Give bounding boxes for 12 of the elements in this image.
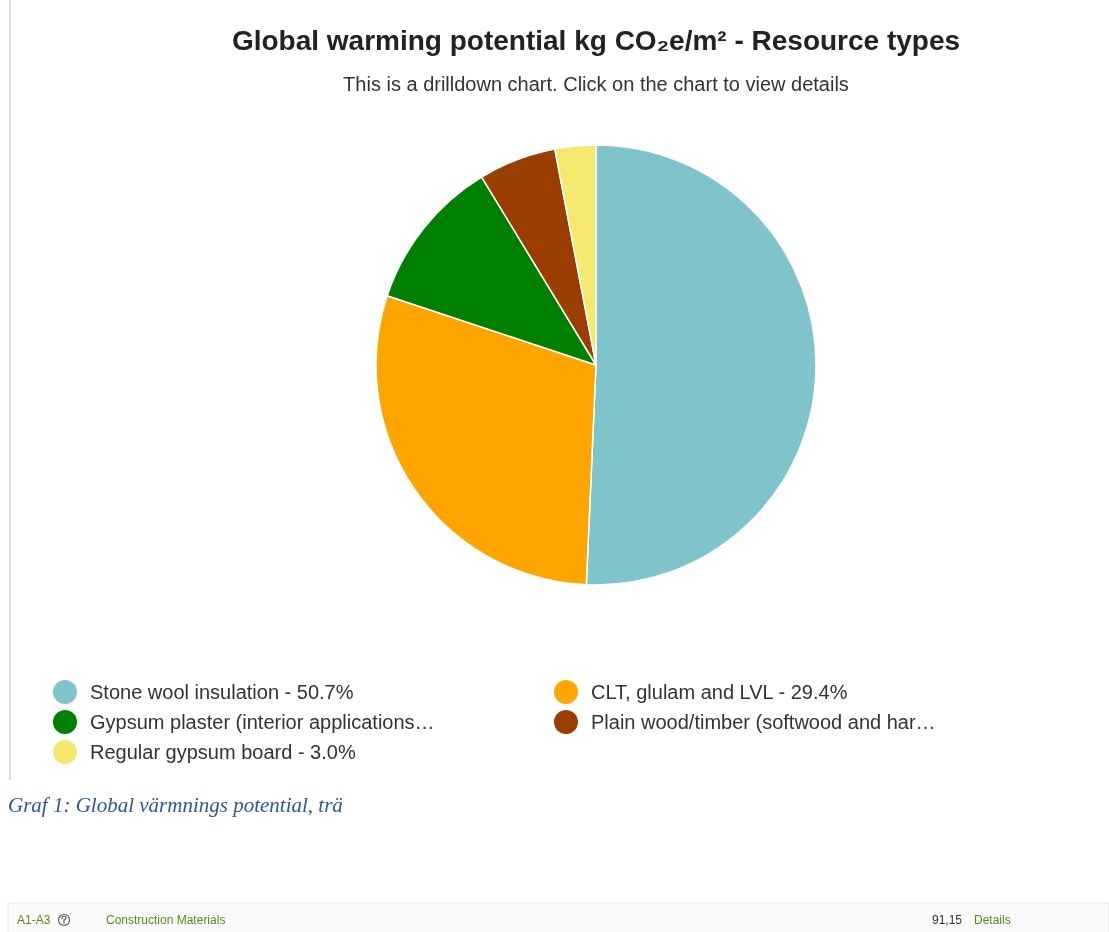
legend-label: Regular gypsum board - 3.0% — [90, 741, 356, 763]
legend-label: Plain wood/timber (softwood and har… — [591, 711, 936, 733]
text: 91,15 — [931, 913, 963, 927]
legend-label: Gypsum plaster (interior applications… — [90, 711, 435, 733]
legend-label: CLT, glulam and LVL - 29.4% — [591, 681, 848, 703]
text: Details — [974, 913, 1011, 927]
chart-title: Global warming potential kg CO₂e/m² - Resource types — [231, 25, 961, 56]
text: Construction Materials — [106, 913, 226, 927]
text: Graf 1: Global värmnings potential, trä — [8, 793, 343, 817]
legend-label: Stone wool insulation - 50.7% — [90, 681, 354, 703]
chart-subtitle: This is a drilldown chart. Click on the chart to view details — [343, 73, 849, 95]
text: A1-A3 — [17, 913, 51, 927]
